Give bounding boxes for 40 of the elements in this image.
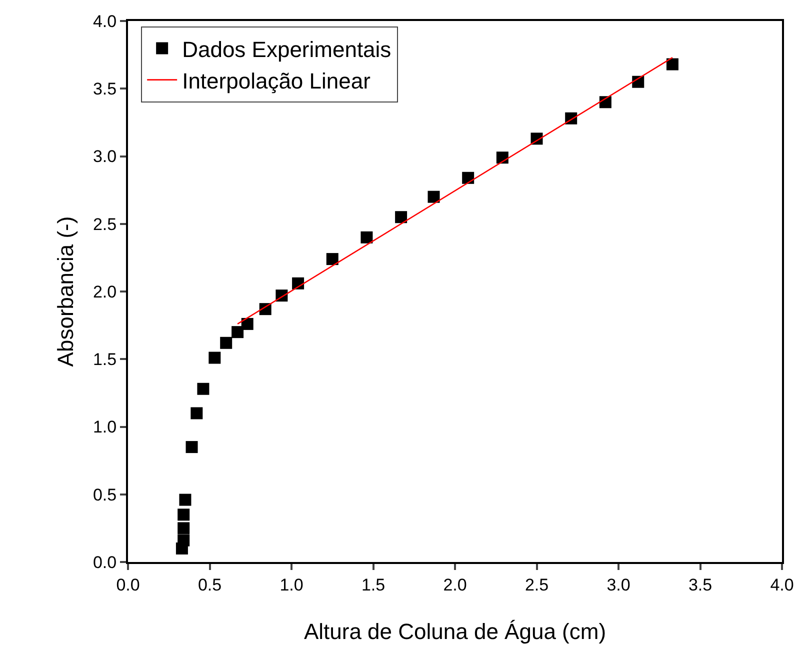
point (395, 211, 408, 224)
point (428, 190, 440, 203)
x-tick-label: 1.5 (361, 575, 386, 594)
point (462, 172, 474, 184)
point (232, 326, 244, 338)
x-axis-title: Altura de Coluna de Água (cm) (304, 619, 606, 644)
x-tick-label: 2.0 (443, 575, 467, 594)
point (220, 336, 232, 349)
point (666, 58, 678, 70)
x-tick-label: 0.0 (116, 575, 140, 594)
point (208, 352, 221, 364)
y-tick-label: 2.0 (92, 282, 117, 302)
point (190, 407, 203, 420)
legend-label: Dados Experimentais (182, 36, 392, 62)
point (178, 522, 190, 534)
x-tick-label: 0.5 (198, 575, 222, 594)
point (360, 231, 373, 244)
point (178, 508, 190, 521)
point (496, 152, 508, 164)
x-tick-label: 2.5 (524, 575, 549, 594)
y-tick-label: 3.5 (92, 80, 117, 99)
legend-label: Interpolação Linear (182, 68, 370, 94)
x-tick-label: 1.0 (280, 575, 304, 594)
point (241, 318, 254, 330)
y-axis-title: Absorbancia (-) (53, 216, 78, 367)
x-tick-label: 3.0 (606, 575, 630, 594)
y-tick-label: 0.5 (92, 485, 117, 504)
point (197, 382, 210, 395)
x-tick-label: 3.5 (688, 575, 712, 594)
x-tick-label: 4.0 (770, 575, 794, 594)
point (186, 441, 198, 454)
point (326, 253, 338, 266)
y-tick-label: 1.0 (92, 418, 117, 437)
y-tick-label: 2.5 (92, 214, 117, 234)
point (179, 494, 192, 506)
y-tick-label: 0.0 (92, 552, 117, 572)
point (178, 534, 190, 546)
y-tick-label: 3.0 (92, 147, 117, 166)
y-tick-label: 1.5 (92, 350, 117, 370)
y-tick-label: 4.0 (92, 12, 117, 31)
